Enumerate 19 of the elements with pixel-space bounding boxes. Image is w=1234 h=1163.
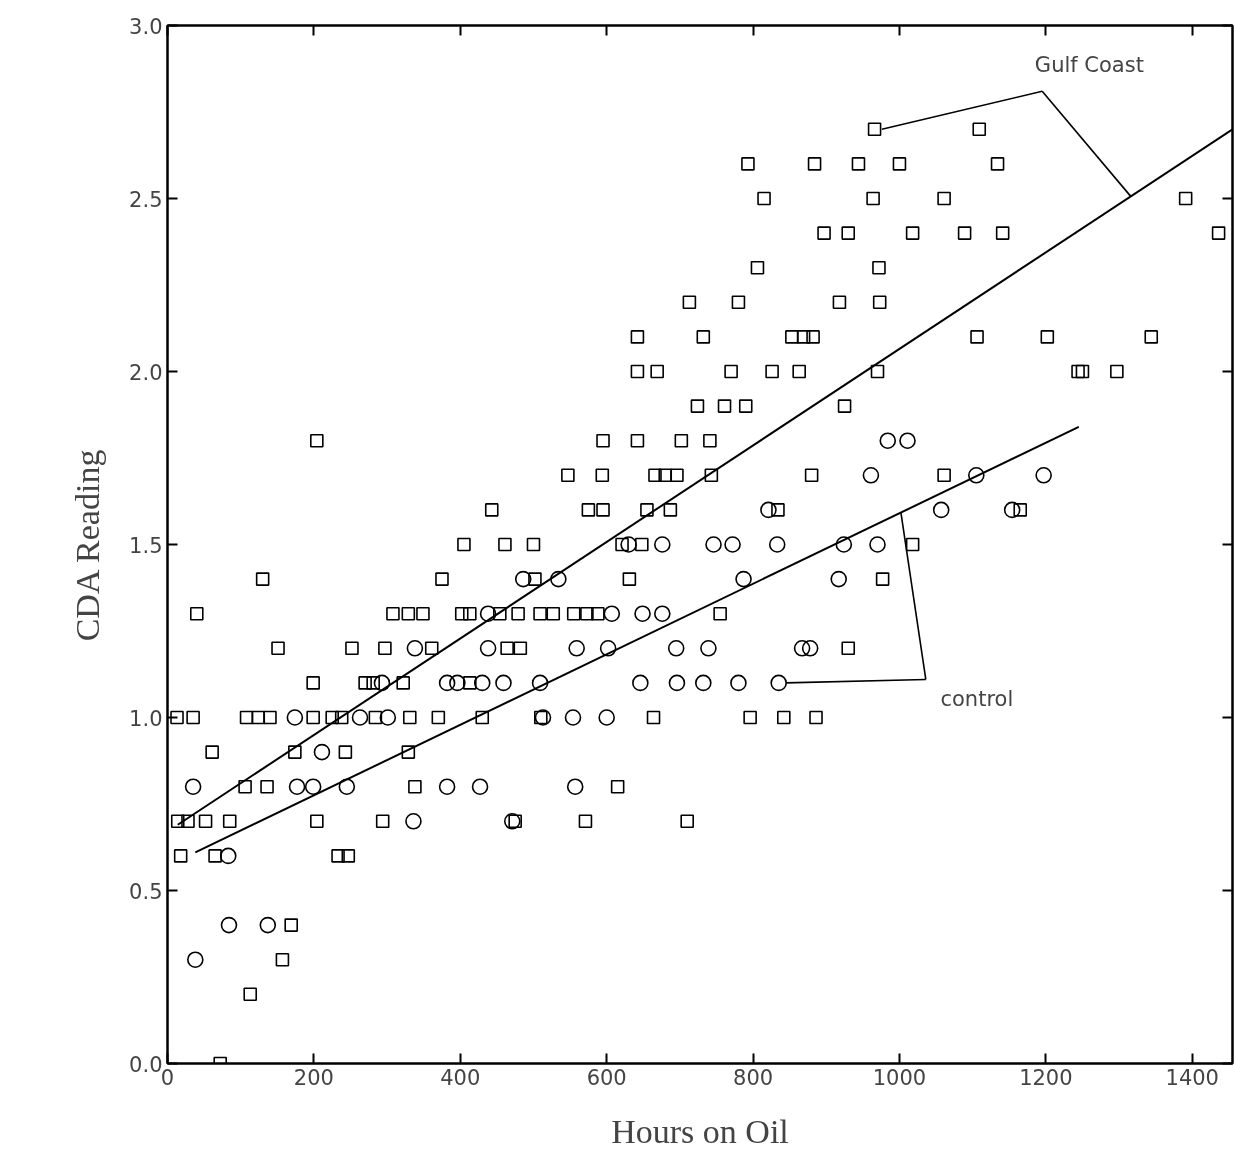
y-tick-label: 0.0 (129, 1052, 163, 1077)
x-axis-title: Hours on Oil (611, 1112, 789, 1150)
x-tick-label: 0 (160, 1065, 175, 1090)
x-tick-label: 1400 (1165, 1065, 1219, 1090)
x-tick-label: 200 (293, 1065, 334, 1090)
annotation: control (940, 686, 1014, 711)
x-tick-label: 400 (440, 1065, 481, 1090)
x-tick-label: 1000 (872, 1065, 927, 1090)
y-tick-label: 1.0 (129, 706, 163, 731)
y-tick-label: 3.0 (129, 14, 163, 39)
y-axis-title: CDA Reading (69, 449, 107, 642)
x-tick-label: 1200 (1019, 1065, 1073, 1090)
y-tick-label: 0.5 (129, 879, 163, 904)
annotation: Gulf Coast (1034, 53, 1144, 78)
y-tick-label: 2.5 (129, 187, 163, 212)
x-tick-label: 600 (586, 1065, 627, 1090)
y-tick-label: 2.0 (129, 360, 163, 385)
x-tick-label: 800 (733, 1065, 774, 1090)
y-tick-label: 1.5 (129, 533, 163, 558)
